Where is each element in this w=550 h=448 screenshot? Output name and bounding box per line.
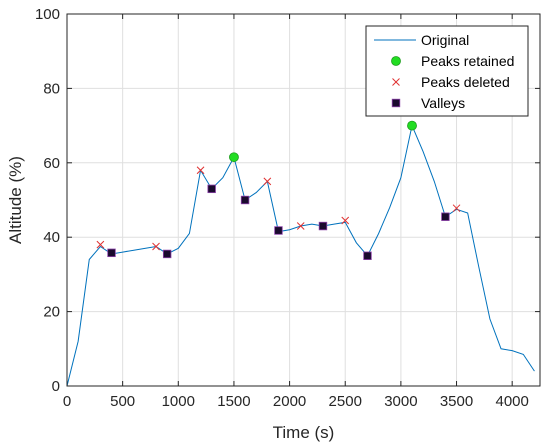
x-tick-label: 500	[110, 393, 135, 410]
series-layer	[66, 120, 536, 387]
data-point	[354, 241, 358, 245]
y-tick-label: 20	[43, 304, 60, 321]
x-tick-label: 3500	[440, 393, 473, 410]
plot-frame	[66, 13, 541, 387]
data-point	[388, 205, 392, 209]
marker-cross	[196, 166, 205, 175]
x-axis-label: Time (s)	[273, 423, 335, 442]
axis-ticks: 0 500 1000 1500 2000 2500 3000 3500 4000 0 20 40 60 8…	[35, 6, 540, 410]
data-point	[399, 176, 403, 180]
marker-square	[107, 248, 116, 258]
marker-cross-stroke	[263, 177, 272, 186]
marker-cross-stroke	[196, 166, 205, 175]
marker-cross-stroke	[296, 222, 305, 230]
data-point	[76, 339, 80, 343]
marker-square	[363, 251, 372, 260]
y-tick-label: 60	[43, 155, 60, 172]
data-point	[310, 222, 314, 226]
marker-cross	[152, 242, 160, 251]
marker-cross	[263, 177, 272, 186]
x-tick-label: 2500	[329, 393, 362, 410]
data-point	[488, 317, 492, 321]
x-tick-label: 3000	[384, 393, 417, 410]
data-point	[477, 265, 481, 269]
x-tick-label: 2000	[273, 393, 306, 410]
y-tick-label: 40	[43, 229, 60, 246]
data-point	[187, 231, 191, 235]
marker-square	[318, 221, 328, 231]
data-point	[377, 231, 381, 235]
marker-circle	[229, 152, 239, 163]
marker-square	[162, 249, 172, 259]
data-point	[176, 246, 180, 250]
data-point	[121, 250, 125, 254]
x-tick-label: 1500	[217, 393, 250, 410]
marker-cross-stroke	[452, 204, 461, 213]
data-point	[432, 179, 436, 183]
data-point	[332, 222, 336, 226]
marker-square	[240, 195, 250, 205]
marker-cross	[452, 204, 461, 213]
data-point	[499, 347, 503, 351]
legend-swatch-circle	[391, 56, 401, 66]
legend-entry-label: Peaks deleted	[421, 74, 510, 90]
marker-cross-stroke	[341, 216, 350, 225]
marker-square	[441, 212, 450, 221]
data-point	[466, 211, 470, 215]
legend-swatch-cross-stroke	[392, 78, 400, 86]
data-point	[221, 176, 225, 180]
x-tick-label: 4000	[495, 393, 528, 410]
y-tick-label: 100	[35, 6, 60, 23]
legend-entry-label: Original	[421, 32, 469, 48]
y-tick-label: 80	[43, 80, 60, 97]
legend-swatch-cross	[392, 78, 400, 86]
x-tick-label: 0	[63, 393, 71, 410]
legend-swatch-square	[391, 98, 401, 108]
data-point	[254, 191, 258, 195]
data-point	[421, 150, 425, 154]
y-tick-label: 0	[52, 378, 60, 395]
marker-cross	[96, 240, 105, 249]
marker-square	[207, 184, 216, 194]
data-point	[132, 248, 136, 252]
series-line-original	[66, 123, 535, 387]
legend-entry-label: Peaks retained	[421, 53, 514, 69]
marker-cross-stroke	[152, 242, 160, 251]
data-point	[510, 349, 514, 353]
y-axis-label: Altitude (%)	[6, 156, 25, 244]
x-tick-label: 1000	[162, 393, 195, 410]
marker-cross	[296, 222, 305, 230]
marker-cross-stroke	[96, 240, 105, 249]
legend: Original Peaks retained Peaks deleted Valle…	[365, 25, 529, 117]
legend-entry-label: Valleys	[421, 95, 465, 111]
marker-circle	[407, 120, 417, 131]
data-point	[521, 352, 525, 356]
data-point	[288, 228, 292, 232]
data-point	[143, 246, 147, 250]
marker-square	[274, 226, 283, 235]
data-point	[87, 258, 91, 262]
data-point	[532, 369, 536, 373]
marker-cross	[341, 216, 350, 225]
